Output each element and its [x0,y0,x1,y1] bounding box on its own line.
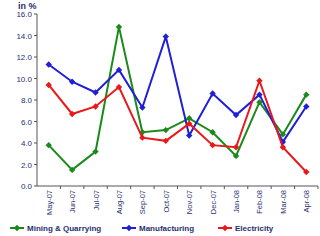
data-point [209,90,215,96]
data-point [46,82,52,88]
data-point [163,33,169,39]
x-tick-label: Dec-07 [209,190,218,214]
data-point [233,153,239,159]
data-point [139,104,145,110]
y-tick-label: 14.0 [16,32,32,41]
data-point [280,144,286,150]
x-tick [107,186,108,189]
series-line [49,27,307,170]
data-point [92,148,98,154]
series-line [49,81,307,172]
y-axis [37,14,38,186]
x-tick-label: Apr-08 [302,190,311,213]
data-point [233,112,239,118]
x-tick [294,186,295,189]
data-point [116,67,122,73]
data-point [163,127,169,133]
y-tick-label: 6.0 [21,118,33,127]
data-point [69,111,75,117]
data-point [233,144,239,150]
data-point [303,103,309,109]
x-tick [271,186,272,189]
data-point [256,77,262,83]
data-point [303,91,309,97]
series-line [49,37,307,142]
x-tick-label: Oct-07 [162,190,171,213]
data-point [69,167,75,173]
x-tick [318,186,319,189]
x-tick-label: Jul-07 [92,190,101,210]
data-point [209,142,215,148]
x-tick-label: Jan-08 [232,190,241,213]
x-tick [130,186,131,189]
x-tick-label: Jun-07 [68,190,77,213]
data-point [186,132,192,138]
data-point [92,103,98,109]
data-point [116,24,122,30]
x-tick [154,186,155,189]
y-tick-label: 2.0 [21,161,33,170]
data-point [46,61,52,67]
x-tick-label: May-07 [45,190,54,215]
x-tick [200,186,201,189]
legend-marker [14,225,20,231]
data-point [46,142,52,148]
x-tick-label: Mar-08 [279,190,288,214]
y-tick-label: 0.0 [21,182,33,191]
y-tick-label: 8.0 [21,96,33,105]
chart: in %0.02.04.06.08.010.012.014.016.0May-0… [0,0,320,236]
x-tick-label: Sep-07 [138,190,147,214]
x-tick [177,186,178,189]
x-tick [247,186,248,189]
plot-area [46,24,310,176]
y-tick-label: 4.0 [21,139,33,148]
data-point [303,169,309,175]
data-point [163,138,169,144]
x-tick-label: Nov-07 [185,190,194,214]
x-tick-label: Feb-08 [255,190,264,214]
legend-label: Mining & Quarrying [27,224,101,233]
x-tick [83,186,84,189]
data-point [116,84,122,90]
legend-marker [126,225,132,231]
data-point [186,120,192,126]
data-point [92,89,98,95]
data-point [69,79,75,85]
x-tick [60,186,61,189]
y-tick-label: 12.0 [16,53,32,62]
x-tick-label: Aug-07 [115,190,124,214]
data-point [256,91,262,97]
y-tick-label: 16.0 [16,10,32,19]
y-tick-label: 10.0 [16,75,32,84]
legend-label: Manufacturing [139,224,194,233]
x-tick [224,186,225,189]
legend-marker [222,225,228,231]
data-point [209,129,215,135]
data-point [139,134,145,140]
legend-label: Electricity [235,224,274,233]
